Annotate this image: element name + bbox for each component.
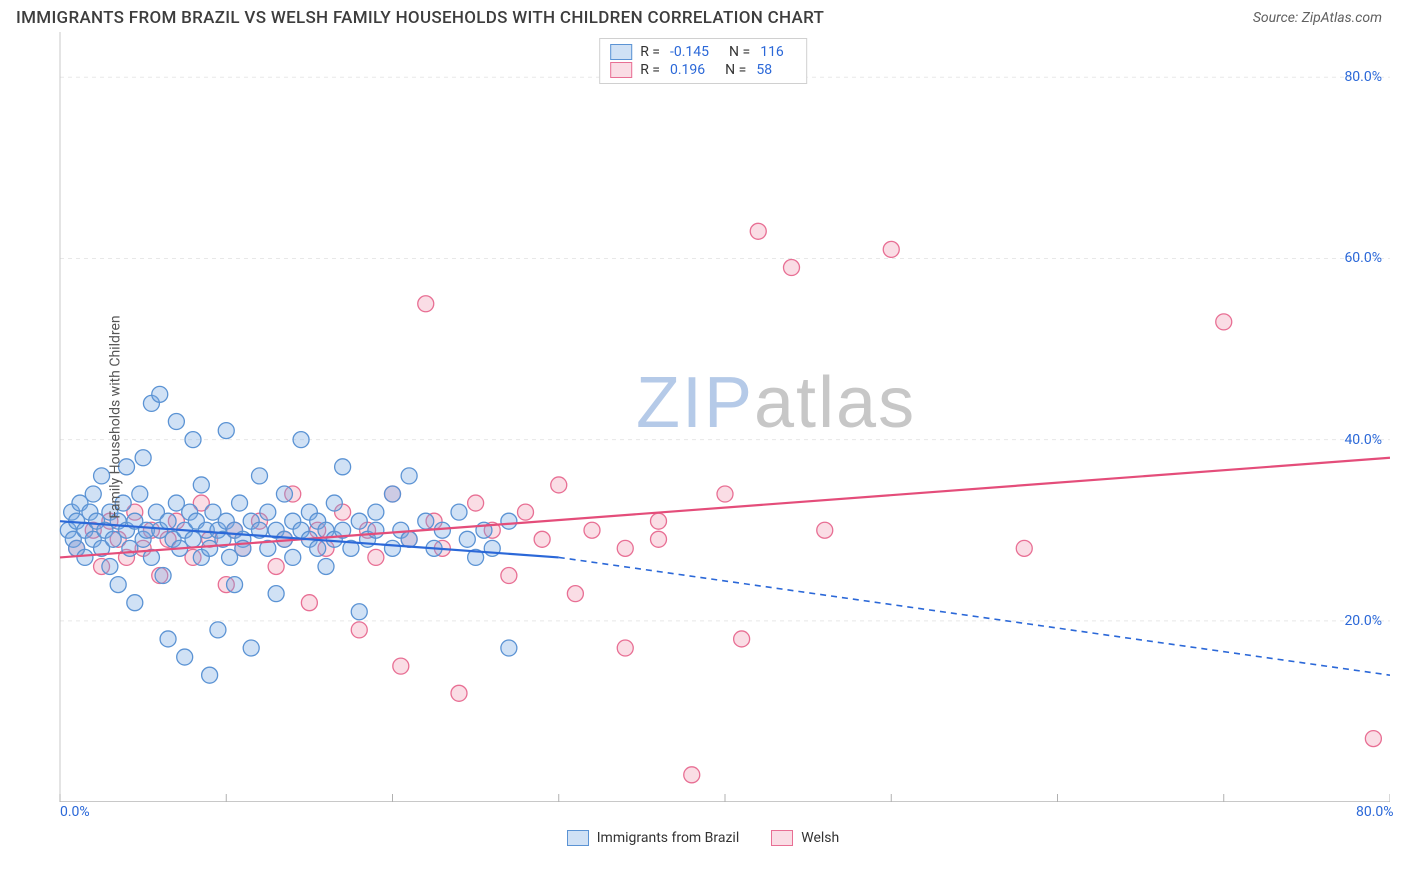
chart-header: IMMIGRANTS FROM BRAZIL VS WELSH FAMILY H… bbox=[0, 0, 1406, 32]
stat-R-welsh: 0.196 bbox=[670, 62, 705, 78]
y-tick-label: 20.0% bbox=[1344, 613, 1382, 629]
x-tick-label: 80.0% bbox=[1356, 804, 1394, 820]
legend-item-welsh: Welsh bbox=[771, 830, 839, 846]
source-attribution: Source: ZipAtlas.com bbox=[1253, 10, 1382, 26]
stat-N-brazil: 116 bbox=[760, 44, 784, 60]
swatch-welsh-icon bbox=[610, 62, 632, 78]
x-tick-label: 0.0% bbox=[60, 804, 90, 820]
legend-label-brazil: Immigrants from Brazil bbox=[597, 830, 740, 846]
swatch-welsh-icon bbox=[771, 830, 793, 846]
legend-label-welsh: Welsh bbox=[801, 830, 839, 846]
swatch-brazil-icon bbox=[567, 830, 589, 846]
stat-N-label: N = bbox=[729, 44, 750, 60]
y-axis-label: Family Households with Children bbox=[108, 315, 124, 518]
legend-stats-row-brazil: R = -0.145 N = 116 bbox=[610, 43, 796, 61]
chart-title: IMMIGRANTS FROM BRAZIL VS WELSH FAMILY H… bbox=[16, 8, 824, 28]
y-tick-label: 60.0% bbox=[1344, 250, 1382, 266]
scatter-plot bbox=[16, 32, 1390, 802]
legend-item-brazil: Immigrants from Brazil bbox=[567, 830, 740, 846]
y-tick-label: 80.0% bbox=[1344, 69, 1382, 85]
swatch-brazil-icon bbox=[610, 44, 632, 60]
stat-R-brazil: -0.145 bbox=[670, 44, 709, 60]
x-axis-tick-labels: 0.0%80.0% bbox=[16, 802, 1390, 826]
source-value: ZipAtlas.com bbox=[1302, 10, 1382, 26]
stat-R-label: R = bbox=[640, 62, 660, 78]
chart-container: Family Households with Children ZIPatlas… bbox=[16, 32, 1390, 802]
stat-N-label: N = bbox=[725, 62, 746, 78]
y-tick-label: 40.0% bbox=[1344, 432, 1382, 448]
stat-R-label: R = bbox=[640, 44, 660, 60]
legend-stats-row-welsh: R = 0.196 N = 58 bbox=[610, 61, 796, 79]
stat-N-welsh: 58 bbox=[756, 62, 772, 78]
source-label: Source: bbox=[1253, 10, 1298, 26]
legend-stats-box: R = -0.145 N = 116 R = 0.196 N = 58 bbox=[599, 38, 807, 84]
legend-bottom: Immigrants from Brazil Welsh bbox=[0, 830, 1406, 846]
